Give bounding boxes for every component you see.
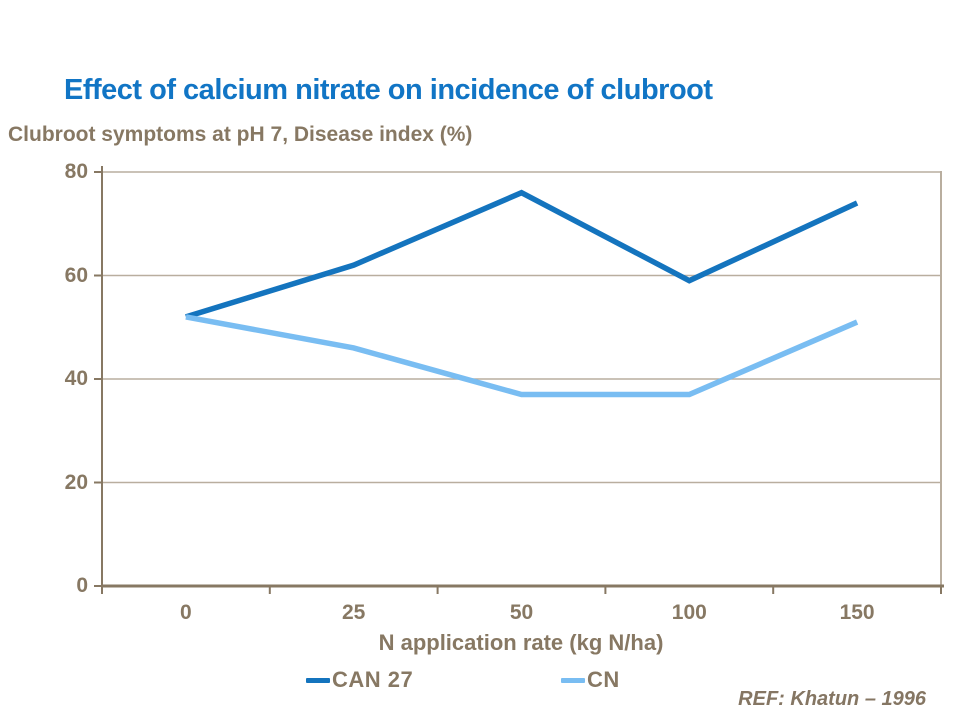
legend-item-cn: CN bbox=[561, 667, 620, 693]
y-tick-label: 0 bbox=[76, 574, 88, 597]
y-tick-label: 60 bbox=[64, 263, 88, 287]
chart-subtitle: Clubroot symptoms at pH 7, Disease index… bbox=[8, 123, 473, 146]
legend-label: CAN 27 bbox=[332, 667, 414, 692]
y-tick-label: 40 bbox=[64, 367, 88, 390]
reference-note: REF: Khatun – 1996 bbox=[738, 688, 926, 710]
legend-line-swatch-icon bbox=[306, 677, 330, 683]
series-line-cn bbox=[185, 314, 859, 398]
x-tick-label: 50 bbox=[509, 601, 534, 624]
x-tick-label: 100 bbox=[671, 601, 707, 624]
chart-legend: CAN 27 CN bbox=[0, 667, 960, 695]
x-tick-label: 25 bbox=[342, 601, 366, 624]
chart-title: Effect of calcium nitrate on incidence o… bbox=[64, 74, 713, 106]
y-tick-label: 20 bbox=[64, 470, 88, 494]
x-tick-label: 150 bbox=[839, 601, 875, 624]
legend-label: CN bbox=[587, 667, 620, 692]
x-axis-title: N application rate (kg N/ha) bbox=[378, 630, 664, 655]
series-line-can27 bbox=[185, 189, 859, 320]
legend-item-can27: CAN 27 bbox=[306, 667, 413, 693]
y-tick-label: 80 bbox=[64, 160, 88, 183]
x-tick-label: 0 bbox=[180, 601, 192, 624]
legend-line-swatch-icon bbox=[561, 677, 585, 683]
